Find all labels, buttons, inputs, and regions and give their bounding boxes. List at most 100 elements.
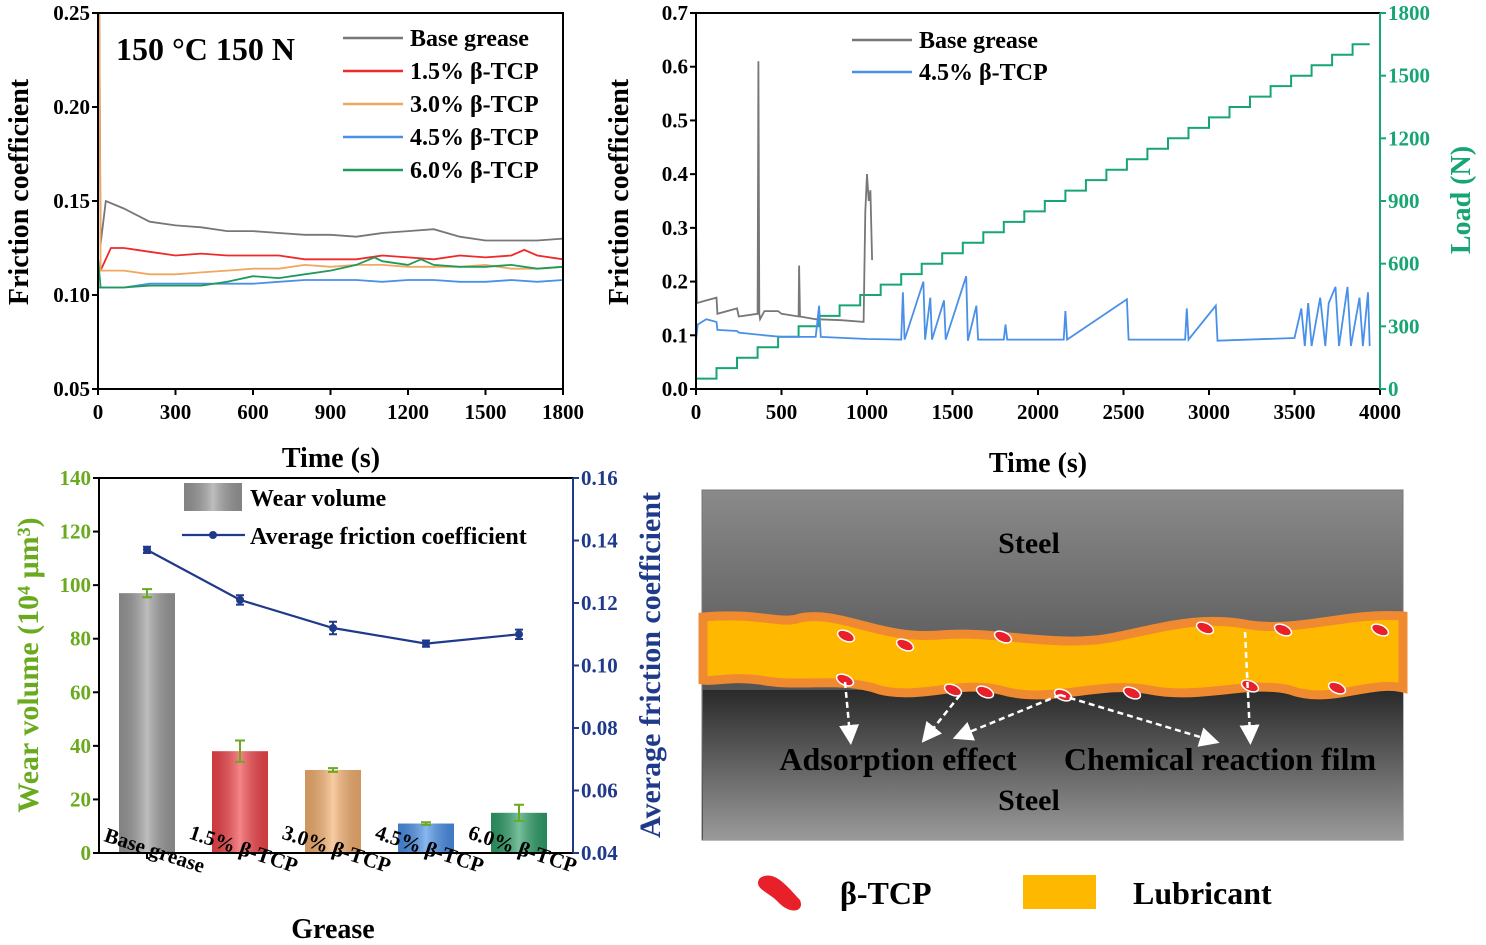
y-tick-label: 60 — [70, 680, 91, 704]
legend-bar-swatch-shade — [184, 483, 242, 511]
y-tick-label: 0.4 — [662, 162, 689, 186]
x-tick-label: 0 — [93, 400, 104, 424]
x-tick-label: 1200 — [387, 400, 429, 424]
friction-error-bar — [329, 620, 337, 636]
chart-friction-vs-time-150C: 0 300 600 900 1200 1500 1800 0.05 0.10 0.15 0.20 0.… — [4, 1, 584, 474]
y-tick-label: 0.1 — [662, 323, 688, 347]
wear-bar-shade — [212, 751, 268, 853]
x-axis-label: Time (s) — [282, 443, 380, 474]
friction-error-bar — [236, 594, 244, 606]
y2-tick-label: 1500 — [1388, 64, 1430, 88]
lubricant-legend-swatch — [1023, 875, 1096, 909]
arrow — [1239, 631, 1260, 745]
y-tick-label: 100 — [60, 573, 92, 597]
btcp-particles — [835, 621, 1390, 702]
chart-friction-load-ramp: 0 500 1000 1500 2000 2500 3000 3500 40000.00.10.… — [604, 1, 1477, 479]
y2-tick-label: 600 — [1388, 252, 1420, 276]
series-line-0 — [98, 12, 564, 245]
legend-label: Base grease — [919, 28, 1038, 54]
y-axis-label: Wear volume (10⁴ μm³) — [12, 517, 45, 812]
x-tick-label: 1500 — [932, 400, 974, 424]
y-tick-label: 0.15 — [53, 189, 90, 213]
x-tick-label: 1800 — [542, 400, 584, 424]
y-axis-label: Friction coefficient — [604, 78, 635, 305]
series-line-1 — [695, 275, 1371, 347]
x-tick-label: 1500 — [465, 400, 507, 424]
legend-label: Wear volume — [250, 486, 387, 512]
legend-label: 1.5% β-TCP — [410, 59, 539, 85]
arrow — [1059, 693, 1220, 747]
y2-axis-label: Load (N) — [1446, 146, 1477, 254]
y2-tick-label: 0 — [1388, 377, 1399, 401]
lubrication-mechanism-diagram: Steel Steel Adsorption effect Chemical r… — [698, 489, 1408, 911]
y-tick-label: 40 — [70, 734, 91, 758]
y-tick-label: 0.10 — [53, 283, 90, 307]
y2-tick-label: 300 — [1388, 314, 1420, 338]
series-line-4 — [97, 256, 564, 289]
y2-tick-label: 0.08 — [581, 716, 618, 740]
btcp-particle — [993, 630, 1013, 644]
load-step-line — [696, 43, 1370, 380]
legend-line-marker — [209, 531, 217, 539]
y-tick-label: 80 — [70, 627, 91, 651]
x-tick-label: 3000 — [1188, 400, 1230, 424]
friction-error-bar — [143, 545, 151, 554]
x-axis-label: Time (s) — [989, 448, 1087, 479]
legend-label: 3.0% β-TCP — [410, 92, 539, 118]
btcp-legend-icon — [757, 875, 801, 911]
series-line-3 — [98, 279, 564, 289]
legend-lubricant-label: Lubricant — [1133, 875, 1272, 911]
y-axis-label: Friction coefficient — [4, 78, 35, 305]
wear-error-bar — [421, 821, 431, 826]
legend-label: Base grease — [410, 26, 529, 52]
steel-lower — [703, 690, 1403, 840]
x-axis-label: Grease — [291, 914, 374, 945]
btcp-particle — [1327, 681, 1347, 695]
wear-bar-shade — [119, 593, 175, 853]
x-tick-label: 0 — [691, 400, 702, 424]
y-tick-label: 0.05 — [53, 377, 90, 401]
y-tick-label: 0.6 — [662, 55, 688, 79]
x-tick-label: 4000 — [1359, 400, 1401, 424]
legend-label: Average friction coefficient — [250, 524, 527, 550]
x-tick-label: 600 — [237, 400, 269, 424]
y-tick-label: 0.0 — [662, 377, 688, 401]
y2-tick-label: 900 — [1388, 189, 1420, 213]
btcp-particle — [1122, 686, 1142, 700]
btcp-particle — [1273, 623, 1293, 637]
arrow — [839, 681, 860, 745]
wear-bar-shade — [398, 823, 454, 853]
y2-tick-label: 0.12 — [581, 591, 618, 615]
arrows — [839, 631, 1260, 747]
legend-btcp-label: β-TCP — [840, 875, 932, 911]
btcp-particle — [835, 673, 855, 687]
y2-tick-label: 0.06 — [581, 779, 618, 803]
btcp-particle — [975, 685, 995, 699]
x-tick-label: 1000 — [846, 400, 888, 424]
y2-tick-label: 0.04 — [581, 841, 618, 865]
btcp-particle — [1195, 621, 1215, 635]
y2-tick-label: 0.16 — [581, 466, 618, 490]
x-tick-label: 3500 — [1274, 400, 1316, 424]
y-tick-label: 120 — [60, 520, 92, 544]
y-tick-label: 20 — [70, 787, 91, 811]
legend-label: 4.5% β-TCP — [410, 125, 539, 151]
y-tick-label: 0.5 — [662, 108, 688, 132]
series-line-2 — [98, 12, 564, 276]
lubricant-layer — [698, 610, 1408, 700]
y2-axis-label: Average friction coefficient — [634, 492, 667, 838]
adsorption-label: Adsorption effect — [779, 741, 1017, 777]
y-tick-label: 0.25 — [53, 1, 90, 25]
y2-tick-label: 1800 — [1388, 1, 1430, 25]
x-tick-label: 500 — [766, 400, 798, 424]
friction-error-bar — [422, 639, 430, 648]
arrow — [952, 693, 1061, 741]
y-tick-label: 0 — [81, 841, 92, 865]
wear-bar-shade — [305, 769, 361, 853]
y-tick-label: 0.7 — [662, 1, 688, 25]
friction-error-bar — [515, 628, 523, 640]
steel-bottom-label: Steel — [998, 784, 1060, 817]
y-tick-label: 0.3 — [662, 216, 688, 240]
